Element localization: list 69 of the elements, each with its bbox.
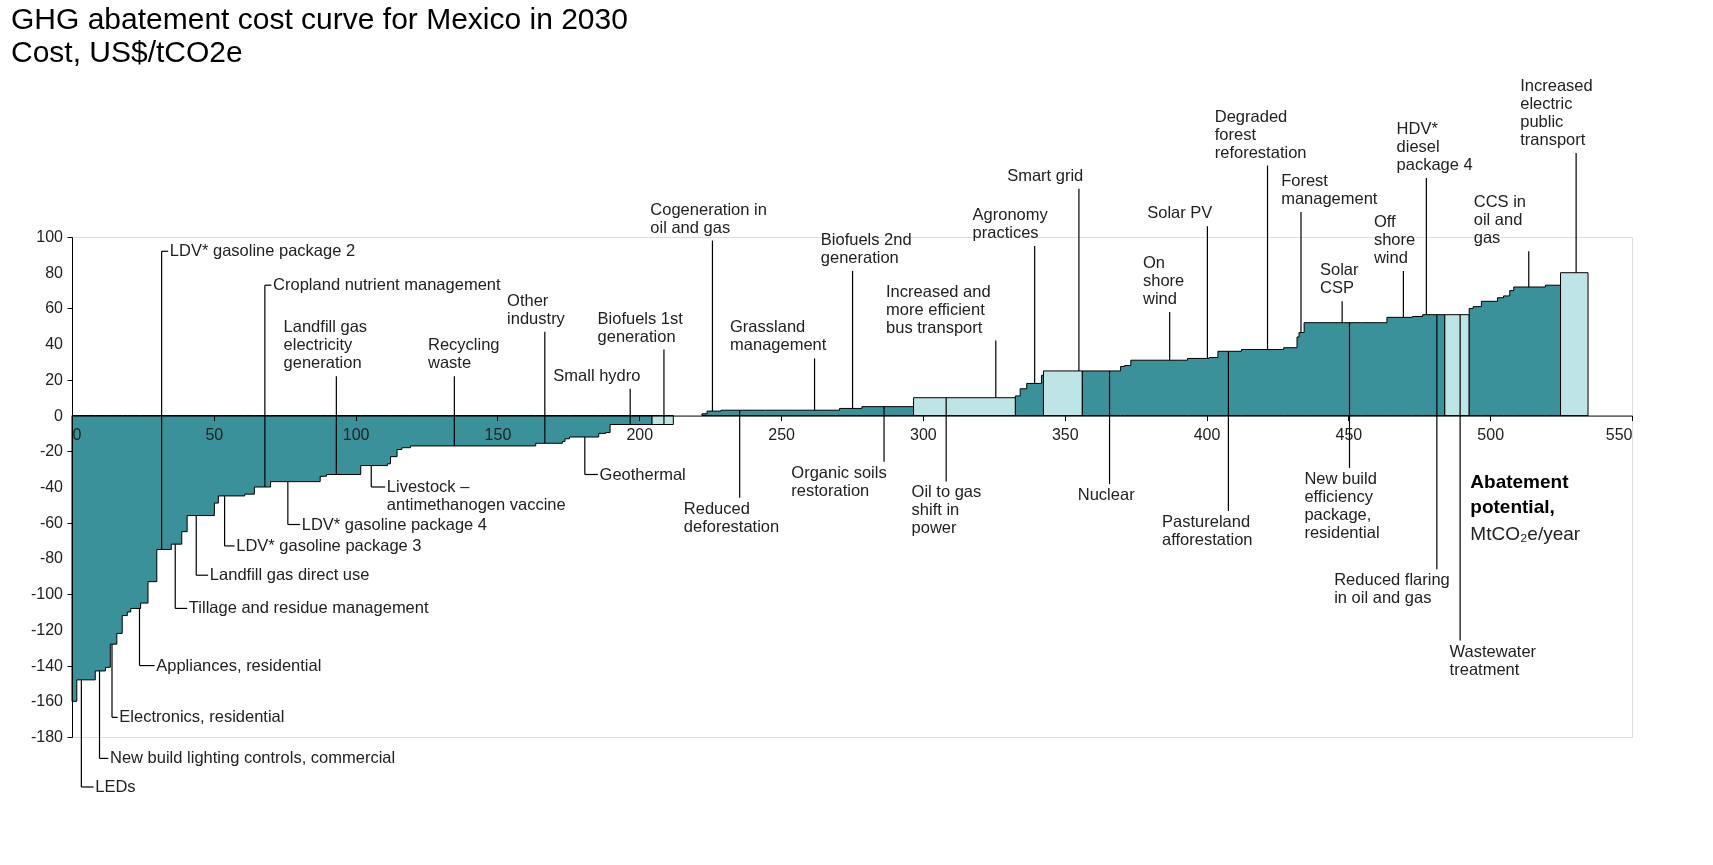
annotation: Off shore wind xyxy=(1372,211,1416,266)
annotation: Cropland nutrient management xyxy=(273,275,501,294)
x-tick-label: 300 xyxy=(910,426,937,444)
annotation: Increased electric public transport xyxy=(1520,76,1593,149)
x-tick-label: 550 xyxy=(1605,426,1633,444)
annotation: Reduced deforestation xyxy=(683,498,780,535)
x-tick-label: 200 xyxy=(626,426,654,444)
x-tick-label: 500 xyxy=(1477,426,1505,444)
annotation: Reduced flaring in oil and gas xyxy=(1334,570,1450,607)
y-tick-label: -100 xyxy=(30,585,64,603)
annotation: CCS in oil and gas xyxy=(1473,192,1526,247)
annotation: LDV* gasoline package 3 xyxy=(236,535,422,554)
annotation: New build efficiency package, residential xyxy=(1304,468,1380,541)
y-tick-label: 40 xyxy=(45,335,64,353)
x-axis-title: Abatement potential, MtCO₂e/year xyxy=(1470,470,1581,544)
annotation: Tillage and residue management xyxy=(188,598,429,617)
y-tick-label: -80 xyxy=(39,549,64,567)
annotation: Biofuels 2nd generation xyxy=(820,229,912,266)
x-tick-label: 400 xyxy=(1193,426,1221,444)
annotation: Solar PV xyxy=(1147,203,1213,222)
annotation: Forest management xyxy=(1281,171,1378,207)
y-tick-label: -20 xyxy=(39,442,64,460)
x-tick-label: 150 xyxy=(484,426,512,444)
annotation: Other industry xyxy=(507,290,566,327)
y-tick-label: -140 xyxy=(30,656,64,674)
y-tick-label: -160 xyxy=(30,692,64,710)
annotation: Nuclear xyxy=(1077,485,1136,504)
x-tick-label: 350 xyxy=(1051,426,1079,444)
y-tick-label: 60 xyxy=(45,299,64,317)
annotation: Pastureland afforestation xyxy=(1162,512,1253,549)
annotation: LDV* gasoline package 4 xyxy=(301,514,488,533)
annotation: Solar CSP xyxy=(1320,260,1360,297)
x-tick-label: 50 xyxy=(205,426,224,444)
annotation: LEDs xyxy=(95,777,136,795)
annotation: New build lighting controls, commercial xyxy=(110,748,396,767)
annotation: Landfill gas electricity generation xyxy=(283,317,368,372)
annotation: Organic soils restoration xyxy=(791,462,887,499)
y-tick-label: -120 xyxy=(30,620,64,638)
annotation: Geothermal xyxy=(599,464,686,483)
y-tick-label: -40 xyxy=(39,478,64,495)
y-tick-label: -180 xyxy=(30,728,64,745)
y-tick-label: 20 xyxy=(45,370,64,388)
y-tick-label: -60 xyxy=(39,513,64,531)
annotation: Smart grid xyxy=(1007,165,1084,184)
annotation: Grassland management xyxy=(730,317,827,354)
annotation: Recycling waste xyxy=(426,335,500,372)
annotation: Cogeneration in oil and gas xyxy=(650,199,767,236)
annotation: Electronics, residential xyxy=(119,707,285,726)
annotation: Agronomy practices xyxy=(972,204,1049,241)
annotation: Landfill gas direct use xyxy=(209,565,370,584)
annotation: Small hydro xyxy=(553,365,641,384)
annotation: Degraded forest reforestation xyxy=(1214,106,1307,161)
chart-title: GHG abatement cost curve for Mexico in 2030 xyxy=(10,2,628,36)
annotation: Oil to gas shift in power xyxy=(911,482,982,537)
chart-subtitle: Cost, US$/tCO2e xyxy=(10,35,243,69)
annotation: Appliances, residential xyxy=(156,655,322,674)
annotation: HDV* diesel package 4 xyxy=(1396,119,1473,174)
annotation: Increased and more efficient bus transport xyxy=(886,281,991,336)
annotation: Livestock – antimethanogen vaccine xyxy=(386,477,566,513)
x-tick-label: 0 xyxy=(72,426,82,444)
x-tick-label: 100 xyxy=(342,426,370,444)
annotation: On shore wind xyxy=(1142,253,1185,307)
y-tick-label: 80 xyxy=(45,263,64,281)
y-tick-label: 0 xyxy=(54,406,64,424)
annotation: LDV* gasoline package 2 xyxy=(169,241,356,260)
annotation: Wastewater treatment xyxy=(1449,641,1537,678)
y-tick-label: 100 xyxy=(36,228,64,245)
annotation: Biofuels 1st generation xyxy=(597,308,684,345)
x-tick-label: 250 xyxy=(768,426,796,444)
